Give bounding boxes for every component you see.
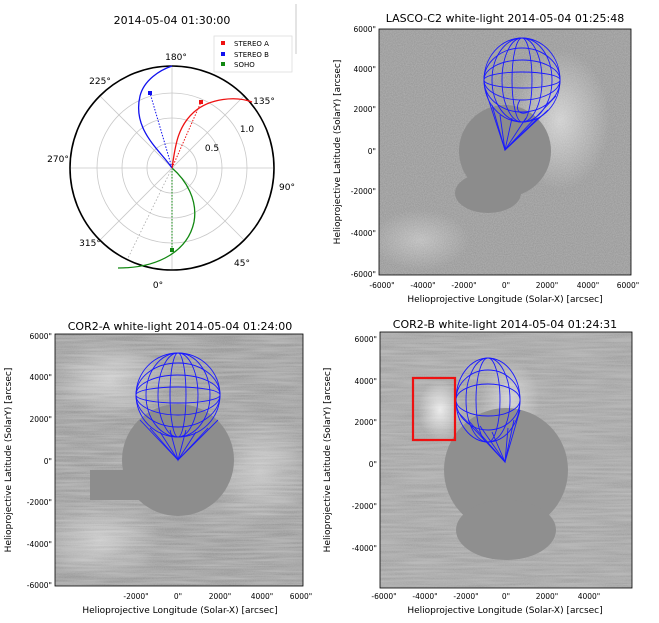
y-tick: 0" [369, 460, 377, 469]
angle-label: 135° [253, 97, 275, 107]
angle-label: 0° [153, 281, 163, 291]
y-tick: -2000" [351, 187, 376, 196]
y-tick: 2000" [353, 105, 376, 114]
y-tick: -4000" [351, 229, 376, 238]
stereo-a-marker [199, 100, 203, 104]
y-tick: 6000" [29, 332, 52, 341]
panel-title: LASCO-C2 white-light 2014-05-04 01:25:48 [386, 12, 624, 25]
legend-label: STEREO A [234, 40, 269, 48]
x-tick: 0" [502, 592, 510, 601]
stereo-b-marker [148, 91, 152, 95]
x-tick: 4000" [251, 592, 274, 601]
radius-label: 1.0 [240, 125, 255, 135]
y-axis-label: Helioprojective Latitude (SolarY) [arcse… [333, 60, 343, 245]
legend-label: SOHO [234, 61, 255, 69]
soho-path [117, 167, 196, 269]
x-tick: -2000" [451, 281, 476, 290]
y-tick: 6000" [353, 25, 376, 34]
x-tick: -2000" [123, 592, 148, 601]
y-tick: 0" [368, 147, 376, 156]
cor2b-panel: COR2-B white-light 2014-05-04 01:24:31 [323, 318, 633, 616]
y-tick: 4000" [353, 65, 376, 74]
cme-mesh [135, 352, 221, 462]
angle-label: 315° [79, 239, 101, 249]
y-tick: 4000" [29, 373, 52, 382]
y-tick: -4000" [352, 544, 377, 553]
angle-label: 270° [47, 155, 69, 165]
x-tick: 2000" [536, 592, 559, 601]
x-tick: 0" [174, 592, 182, 601]
x-tick: 0" [502, 281, 510, 290]
y-tick: 4000" [354, 377, 377, 386]
x-tick: -2000" [453, 592, 478, 601]
panel-title: COR2-A white-light 2014-05-04 01:24:00 [68, 320, 293, 333]
x-tick: -6000" [369, 281, 394, 290]
y-axis-label: Helioprojective Latitude (SolarY) [arcse… [323, 368, 333, 553]
angle-label: 90° [279, 183, 295, 193]
stereo-b-path [137, 65, 173, 169]
y-tick: 6000" [354, 335, 377, 344]
legend: STEREO A STEREO B SOHO [213, 35, 293, 73]
radius-label: 0.5 [205, 144, 219, 154]
cme-mesh [483, 37, 561, 151]
y-tick: -6000" [351, 270, 376, 279]
x-tick: 4000" [578, 592, 601, 601]
x-axis-label: Helioprojective Longitude (Solar-X) [arc… [407, 606, 602, 616]
y-tick: 2000" [29, 415, 52, 424]
polar-panel: 2014-05-04 01:30:00 180° 135° 90° 4 [47, 4, 297, 291]
highlight-box [411, 376, 457, 442]
angle-label: 45° [234, 259, 250, 269]
x-tick: 6000" [617, 281, 640, 290]
y-tick: -6000" [27, 581, 52, 590]
polar-title: 2014-05-04 01:30:00 [114, 14, 231, 27]
angle-label: 180° [165, 53, 187, 63]
cor2a-panel: COR2-A white-light 2014-05-04 01:24:00 [4, 320, 312, 616]
lasco-panel: LASCO-C2 white-light 2014-05-04 01:25:48 [333, 12, 639, 305]
panel-title: COR2-B white-light 2014-05-04 01:24:31 [393, 318, 617, 331]
x-tick: 6000" [290, 592, 313, 601]
y-tick: -4000" [27, 540, 52, 549]
y-axis-label: Helioprojective Latitude (SolarY) [arcse… [4, 368, 14, 553]
y-tick: -2000" [352, 502, 377, 511]
y-tick: 2000" [354, 418, 377, 427]
x-axis-label: Helioprojective Longitude (Solar-X) [arc… [407, 295, 602, 305]
legend-label: STEREO B [234, 51, 269, 59]
stereo-a-path [171, 98, 253, 169]
x-tick: -4000" [410, 281, 435, 290]
angle-label: 225° [89, 77, 111, 87]
soho-marker [170, 248, 174, 252]
x-tick: -6000" [371, 592, 396, 601]
x-axis-label: Helioprojective Longitude (Solar-X) [arc… [82, 606, 277, 616]
y-tick: 0" [44, 457, 52, 466]
y-tick: -2000" [27, 498, 52, 507]
x-tick: 2000" [536, 281, 559, 290]
x-tick: 2000" [209, 592, 232, 601]
x-tick: -4000" [412, 592, 437, 601]
x-tick: 4000" [577, 281, 600, 290]
